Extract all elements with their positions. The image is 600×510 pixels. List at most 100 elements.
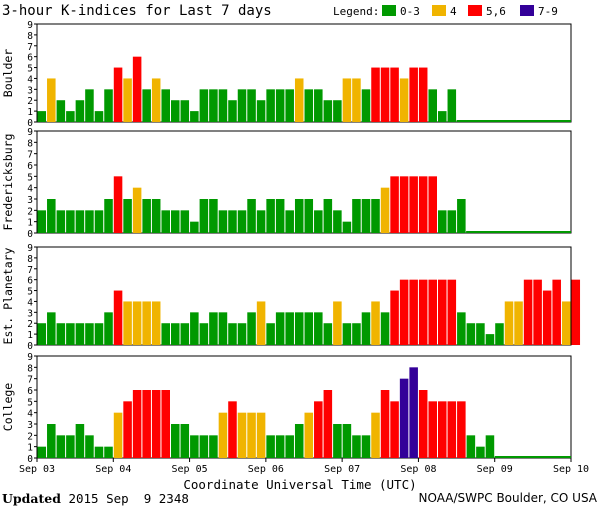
panel-label: Est. Planetary [1, 247, 15, 344]
bar [113, 176, 123, 233]
legend-label: Legend: [333, 5, 379, 18]
y-tick-label: 1 [27, 107, 33, 118]
bar [314, 312, 323, 345]
bar [104, 89, 113, 122]
bar [161, 390, 170, 458]
empty-baseline [456, 120, 571, 122]
bar [418, 279, 428, 345]
bar [94, 210, 104, 233]
bar [47, 199, 56, 233]
bar [104, 446, 113, 458]
bar [342, 424, 352, 458]
bar [304, 199, 314, 233]
bar [171, 210, 180, 233]
bar [151, 199, 161, 233]
bar [466, 323, 476, 345]
x-tick-label: Sep 09 [477, 464, 513, 475]
bar [380, 312, 390, 345]
bar [113, 412, 123, 458]
bar [190, 435, 199, 458]
bar [314, 401, 323, 458]
y-tick-label: 5 [27, 397, 33, 408]
empty-baseline [466, 231, 571, 233]
bar [428, 401, 437, 458]
bar [66, 210, 75, 233]
panel-label: College [1, 383, 15, 432]
y-tick-label: 6 [27, 161, 33, 172]
bar [161, 210, 170, 233]
y-tick-label: 3 [27, 195, 33, 206]
y-tick-label: 9 [27, 20, 33, 31]
bar [275, 89, 285, 122]
y-tick-label: 0 [27, 454, 33, 465]
bar [399, 279, 409, 345]
bar [161, 89, 170, 122]
y-tick-label: 8 [27, 363, 33, 374]
y-tick-label: 5 [27, 172, 33, 183]
bar [323, 323, 333, 345]
y-tick-label: 4 [27, 297, 33, 308]
y-tick-label: 3 [27, 85, 33, 96]
bar [438, 210, 447, 233]
legend-swatch-3 [520, 5, 534, 16]
bar [47, 424, 56, 458]
bar [418, 67, 428, 122]
bar [542, 290, 552, 345]
bar [390, 67, 399, 122]
bar [180, 323, 190, 345]
x-tick-label: Sep 06 [248, 464, 284, 475]
bar [418, 176, 428, 233]
credit-line: NOAA/SWPC Boulder, CO USA [418, 491, 597, 505]
bar [266, 89, 275, 122]
bar [314, 89, 323, 122]
bar [37, 323, 47, 345]
bar [209, 312, 218, 345]
legend-label-1: 4 [450, 5, 457, 18]
y-tick-label: 6 [27, 276, 33, 287]
bar [275, 199, 285, 233]
x-tick-label: Sep 10 [553, 464, 589, 475]
bar [237, 210, 247, 233]
bar [485, 334, 495, 345]
bar [409, 279, 418, 345]
bar [190, 221, 199, 233]
bar [237, 89, 247, 122]
bar [333, 301, 342, 345]
bar [142, 301, 151, 345]
bar [142, 199, 151, 233]
y-tick-label: 5 [27, 287, 33, 298]
x-tick-label: Sep 07 [324, 464, 360, 475]
y-tick-label: 3 [27, 420, 33, 431]
bar [275, 435, 285, 458]
bar [285, 435, 294, 458]
bar [466, 435, 476, 458]
bar [428, 279, 437, 345]
bar [447, 210, 457, 233]
bar [361, 89, 371, 122]
bar [371, 199, 380, 233]
y-tick-label: 2 [27, 96, 33, 107]
bar [399, 378, 409, 458]
bar [151, 390, 161, 458]
bar [180, 424, 190, 458]
legend-swatch-2 [468, 5, 482, 16]
bar [66, 435, 75, 458]
bar [314, 210, 323, 233]
bar [323, 199, 333, 233]
bar [371, 412, 380, 458]
bar [256, 412, 266, 458]
bar [323, 100, 333, 122]
bar [56, 100, 66, 122]
y-tick-label: 1 [27, 443, 33, 454]
bar [323, 390, 333, 458]
bar [75, 210, 85, 233]
bar [132, 301, 142, 345]
bar [266, 435, 275, 458]
bar [304, 412, 314, 458]
bar [75, 323, 85, 345]
y-tick-label: 4 [27, 409, 33, 420]
legend-label-2: 5,6 [486, 5, 506, 18]
